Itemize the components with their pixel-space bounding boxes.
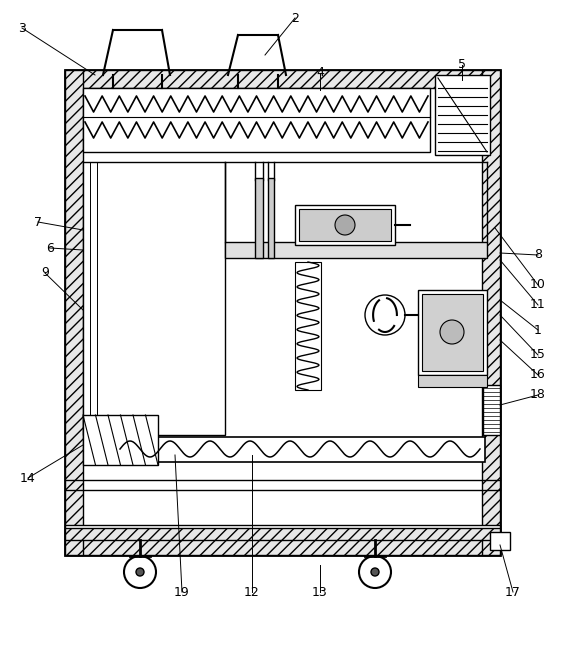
- Bar: [435, 75, 490, 155]
- Text: 13: 13: [312, 586, 328, 598]
- Bar: [65, 528, 500, 540]
- Text: 9: 9: [41, 267, 49, 280]
- Bar: [65, 525, 500, 537]
- Text: 10: 10: [530, 278, 546, 292]
- Text: 6: 6: [46, 241, 54, 254]
- Bar: [65, 537, 500, 555]
- Circle shape: [335, 215, 355, 235]
- Bar: [482, 70, 500, 555]
- Bar: [418, 375, 487, 387]
- Bar: [83, 88, 430, 152]
- Bar: [65, 70, 500, 88]
- Bar: [83, 162, 225, 435]
- Bar: [268, 178, 274, 258]
- Text: 11: 11: [530, 298, 546, 311]
- Text: 16: 16: [530, 369, 546, 382]
- Bar: [483, 385, 500, 435]
- Text: 2: 2: [291, 12, 299, 25]
- Bar: [422, 294, 483, 371]
- Text: 15: 15: [530, 349, 546, 362]
- Bar: [83, 415, 158, 465]
- Bar: [490, 532, 510, 550]
- Text: 1: 1: [534, 324, 542, 336]
- Text: 8: 8: [534, 248, 542, 261]
- Bar: [295, 262, 321, 390]
- Circle shape: [359, 556, 391, 588]
- Circle shape: [136, 568, 144, 576]
- Circle shape: [124, 556, 156, 588]
- Bar: [115, 437, 485, 462]
- Text: 14: 14: [20, 472, 36, 485]
- Text: 3: 3: [18, 21, 26, 34]
- Bar: [299, 209, 391, 241]
- Bar: [65, 70, 500, 555]
- Text: 4: 4: [316, 67, 324, 80]
- Text: 19: 19: [174, 586, 190, 598]
- Circle shape: [440, 320, 464, 344]
- Text: 17: 17: [505, 586, 521, 598]
- Text: 12: 12: [244, 586, 260, 598]
- Bar: [418, 290, 487, 375]
- Bar: [295, 205, 395, 245]
- Text: 7: 7: [34, 215, 42, 228]
- Text: 18: 18: [530, 388, 546, 402]
- Bar: [225, 242, 487, 258]
- Bar: [255, 178, 263, 258]
- Text: 5: 5: [458, 58, 466, 72]
- Bar: [65, 70, 83, 555]
- Circle shape: [371, 568, 379, 576]
